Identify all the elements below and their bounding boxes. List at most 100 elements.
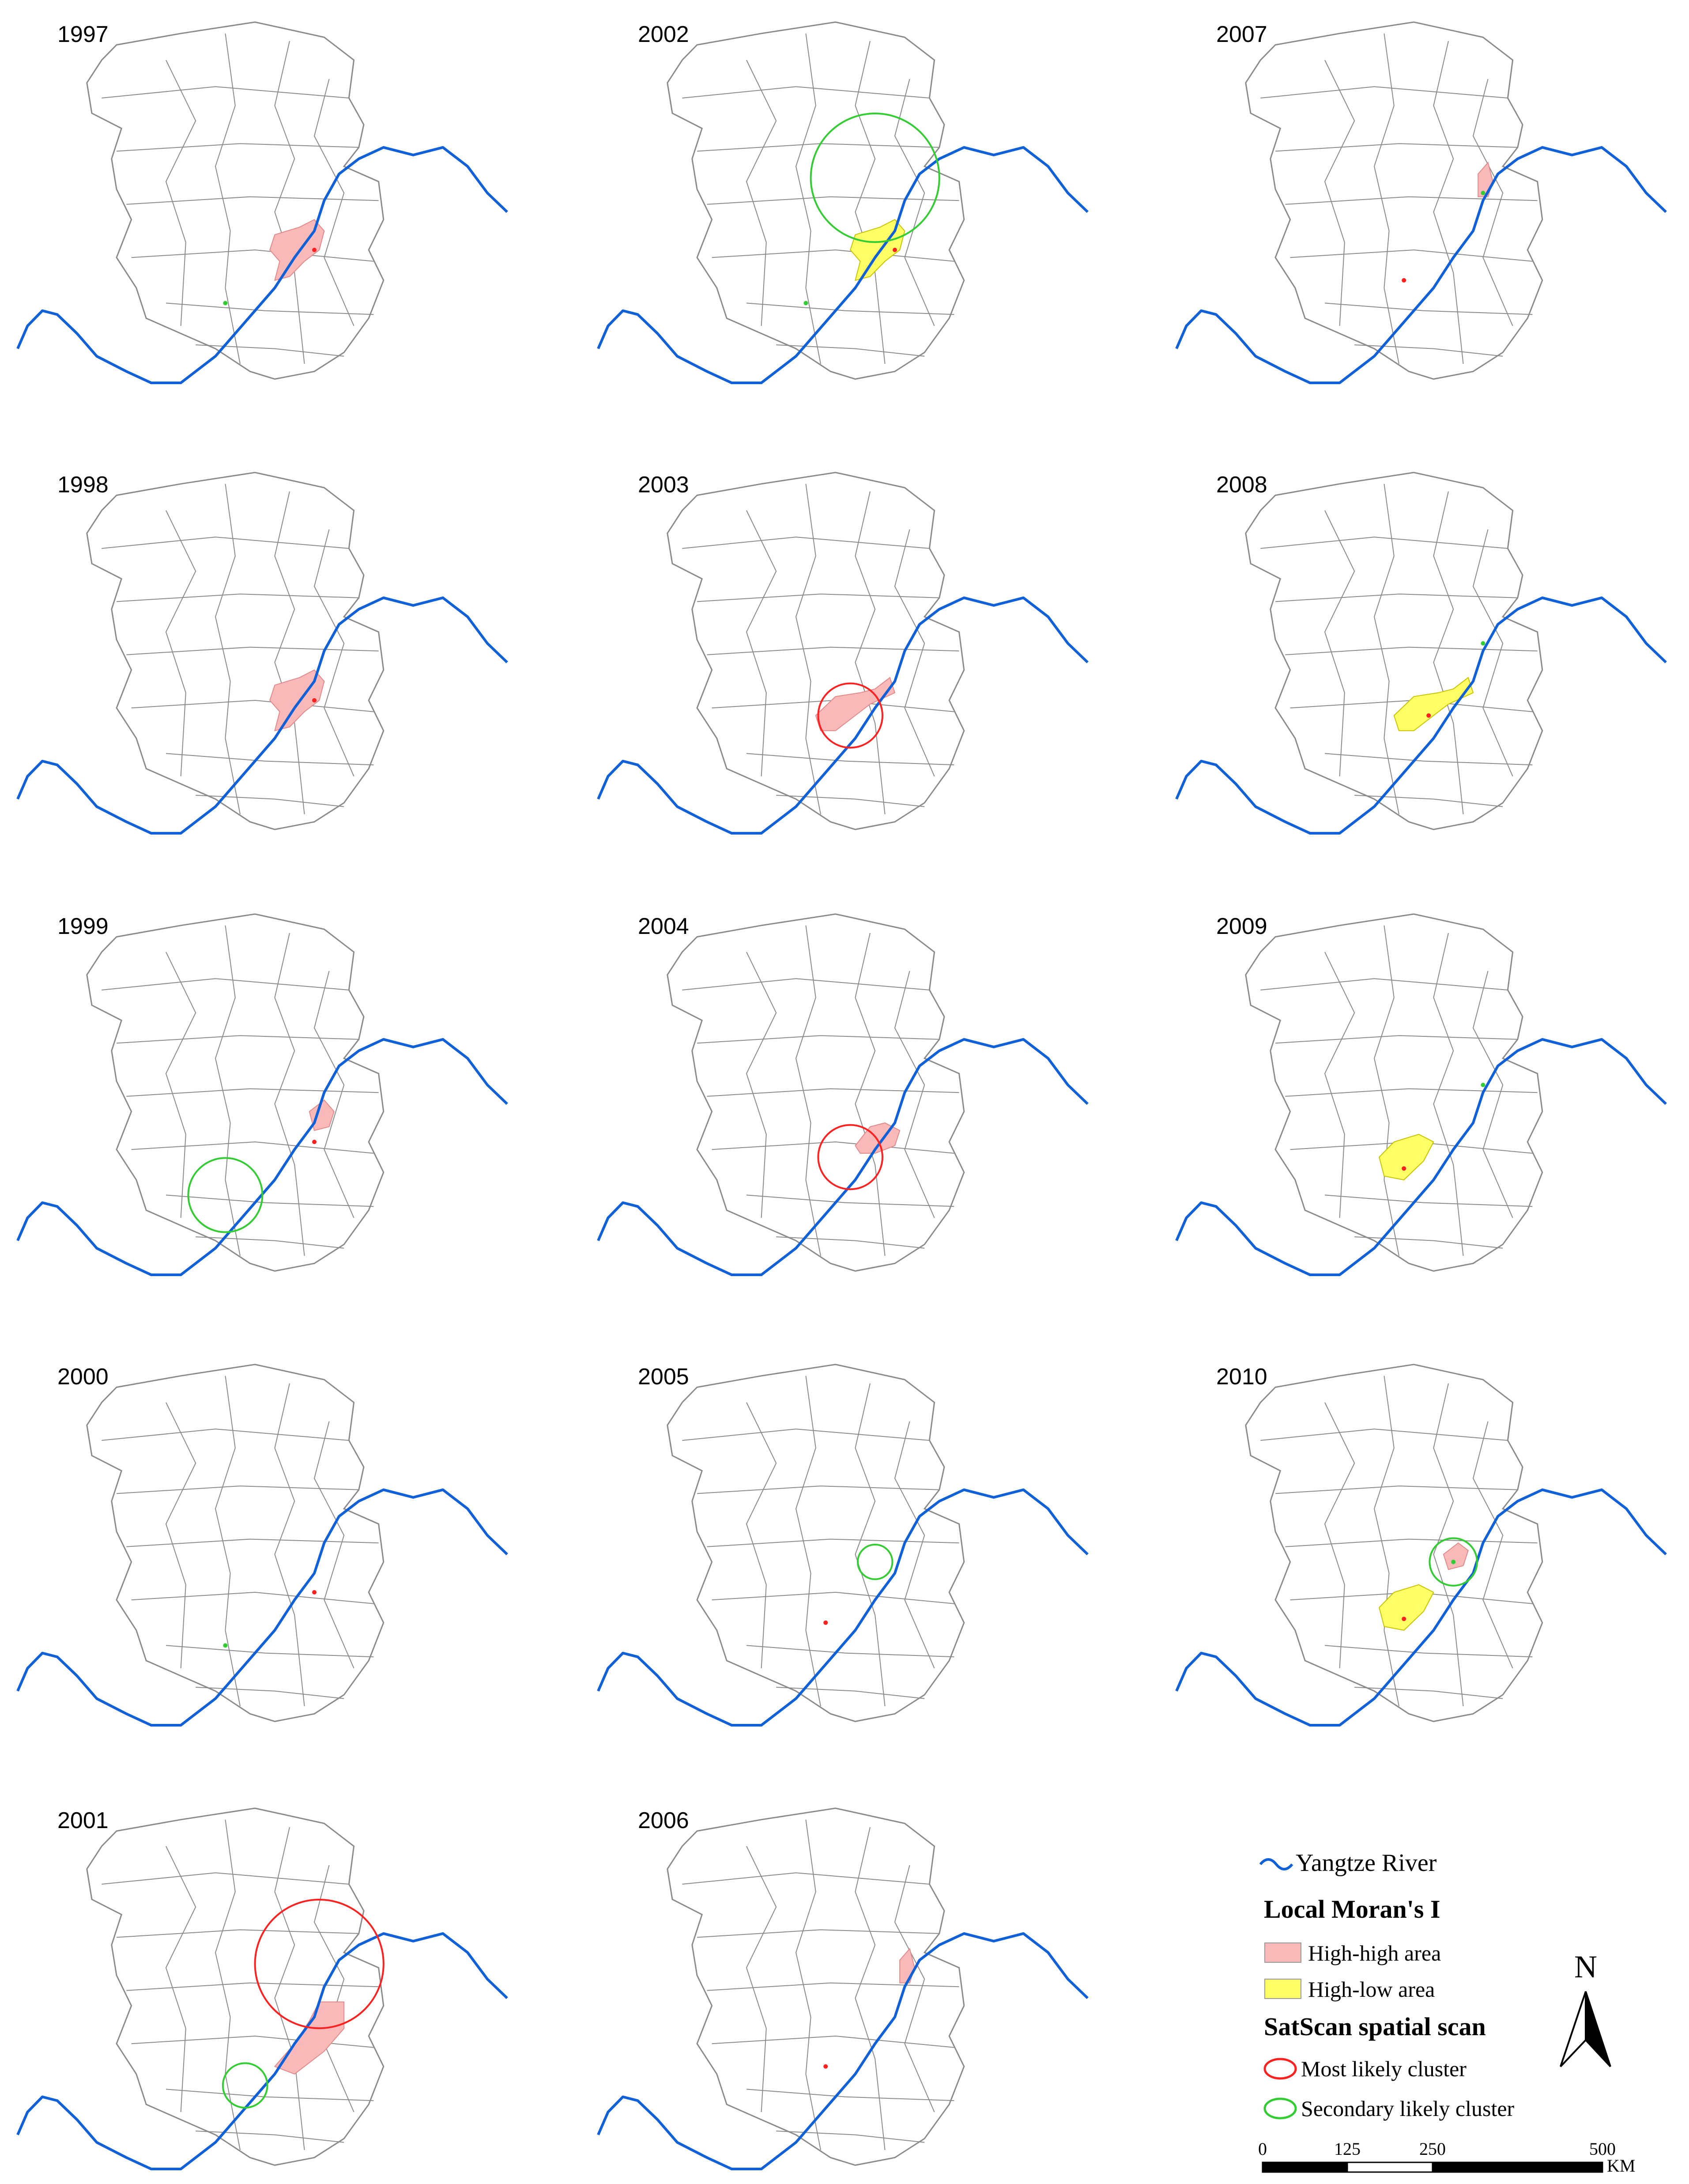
county-boundary	[274, 933, 305, 1256]
county-boundary	[1275, 1035, 1518, 1044]
map-panel-2005: 2005	[597, 1364, 1089, 1727]
map-panel-2002: 2002	[597, 21, 1089, 384]
county-boundary	[1260, 537, 1508, 549]
county-boundary	[102, 1428, 349, 1441]
county-boundary	[746, 2089, 954, 2101]
secondary-likely-cluster	[810, 113, 940, 243]
county-boundary	[776, 1687, 925, 1699]
most-likely-cluster	[817, 1124, 883, 1190]
high-high-area	[274, 2001, 345, 2075]
county-boundary	[682, 1872, 930, 1885]
panel-year-label: 1997	[57, 22, 109, 47]
county-boundary	[1354, 1236, 1503, 1249]
yangtze-river	[1175, 146, 1667, 384]
most-likely-center	[312, 248, 317, 252]
panel-year-label: 2007	[1216, 22, 1267, 47]
panel-year-label: 1998	[57, 472, 109, 498]
county-boundary	[1324, 1645, 1533, 1658]
panel-year-label: 2006	[638, 1808, 689, 1833]
county-boundary	[1433, 41, 1464, 364]
high-low-area	[1379, 1134, 1434, 1181]
high-low-swatch	[1264, 1979, 1301, 1999]
county-boundary	[682, 537, 930, 549]
high-high-area	[1443, 1542, 1469, 1570]
county-boundary	[1324, 60, 1355, 326]
panel-year-label: 2004	[638, 914, 689, 939]
secondary-likely-center	[1481, 191, 1485, 195]
county-boundary	[313, 1421, 354, 1669]
county-boundary	[1433, 1383, 1464, 1707]
legend-satscan-title: SatScan spatial scan	[1264, 2012, 1486, 2041]
county-boundary	[697, 1485, 939, 1494]
county-boundary	[894, 1865, 935, 2112]
county-boundary	[707, 1088, 959, 1097]
county-boundary	[1275, 143, 1518, 152]
county-boundary	[1285, 196, 1538, 205]
county-boundary	[746, 753, 954, 766]
map-panel-2007: 2007	[1175, 21, 1667, 384]
north-label: N	[1574, 1949, 1597, 1984]
map-panel-2006: 2006	[597, 1807, 1089, 2170]
panel-year-label: 2000	[57, 1364, 109, 1390]
county-boundary	[165, 1402, 196, 1669]
province-outline	[86, 1364, 385, 1722]
north-arrow: N	[1560, 1949, 1611, 2067]
scale-tick-125: 125	[1334, 2139, 1361, 2159]
province-outline	[1245, 1364, 1543, 1722]
county-boundary	[1260, 86, 1508, 98]
county-boundary	[313, 971, 354, 1218]
county-boundary	[1354, 1687, 1503, 1699]
county-boundary	[746, 60, 777, 326]
county-boundary	[1324, 1194, 1533, 1207]
yangtze-river	[597, 146, 1089, 384]
county-boundary	[1285, 1088, 1538, 1097]
north-arrow-dark-half	[1585, 1991, 1611, 2067]
county-boundary	[166, 302, 374, 315]
legend: Yangtze River Local Moran's I High-high …	[1259, 1849, 1515, 2121]
county-boundary	[1324, 753, 1533, 766]
province-outline	[1245, 21, 1543, 380]
county-boundary	[102, 537, 349, 549]
county-boundary	[894, 79, 935, 326]
county-boundary	[894, 971, 935, 1218]
county-boundary	[1324, 302, 1533, 315]
county-boundary	[707, 646, 959, 655]
legend-moran-title: Local Moran's I	[1264, 1895, 1440, 1923]
province-outline	[667, 913, 965, 1272]
county-boundary	[165, 510, 196, 777]
yangtze-river	[597, 1488, 1089, 1727]
county-boundary	[746, 1402, 777, 1669]
county-boundary	[746, 1645, 954, 1658]
secondary-likely-center	[1481, 1083, 1485, 1087]
secondary-likely-cluster	[1429, 1537, 1478, 1587]
county-boundary	[126, 1538, 379, 1547]
county-boundary	[682, 978, 930, 990]
scale-tick-0: 0	[1258, 2139, 1267, 2159]
secondary-likely-center	[1481, 641, 1485, 646]
county-boundary	[746, 302, 954, 315]
yangtze-river	[597, 596, 1089, 835]
county-boundary	[102, 978, 349, 990]
county-boundary	[313, 79, 354, 326]
county-boundary	[274, 1383, 305, 1707]
north-arrow-icon	[1560, 1991, 1587, 2067]
county-boundary	[126, 1088, 379, 1097]
map-panel-2003: 2003	[597, 472, 1089, 835]
county-boundary	[855, 491, 886, 815]
county-boundary	[196, 2131, 344, 2143]
river-legend-icon	[1259, 1858, 1293, 1870]
map-panel-2009: 2009	[1175, 913, 1667, 1276]
secondary-likely-cluster	[857, 1544, 894, 1580]
most-likely-swatch	[1263, 2058, 1297, 2080]
county-boundary	[274, 1827, 305, 2150]
province-outline	[667, 1364, 965, 1722]
panel-year-label: 2008	[1216, 472, 1267, 498]
county-boundary	[102, 1872, 349, 1885]
panel-year-label: 2009	[1216, 914, 1267, 939]
yangtze-river	[16, 1488, 508, 1727]
county-boundary	[126, 1982, 379, 1991]
map-panels: 1997 2002 2007 1998 2003 2008 1999 2004 2009 2000…	[16, 21, 1667, 2170]
scale-unit: KM	[1607, 2156, 1635, 2176]
county-boundary	[126, 646, 379, 655]
panel-year-label: 2005	[638, 1364, 689, 1390]
